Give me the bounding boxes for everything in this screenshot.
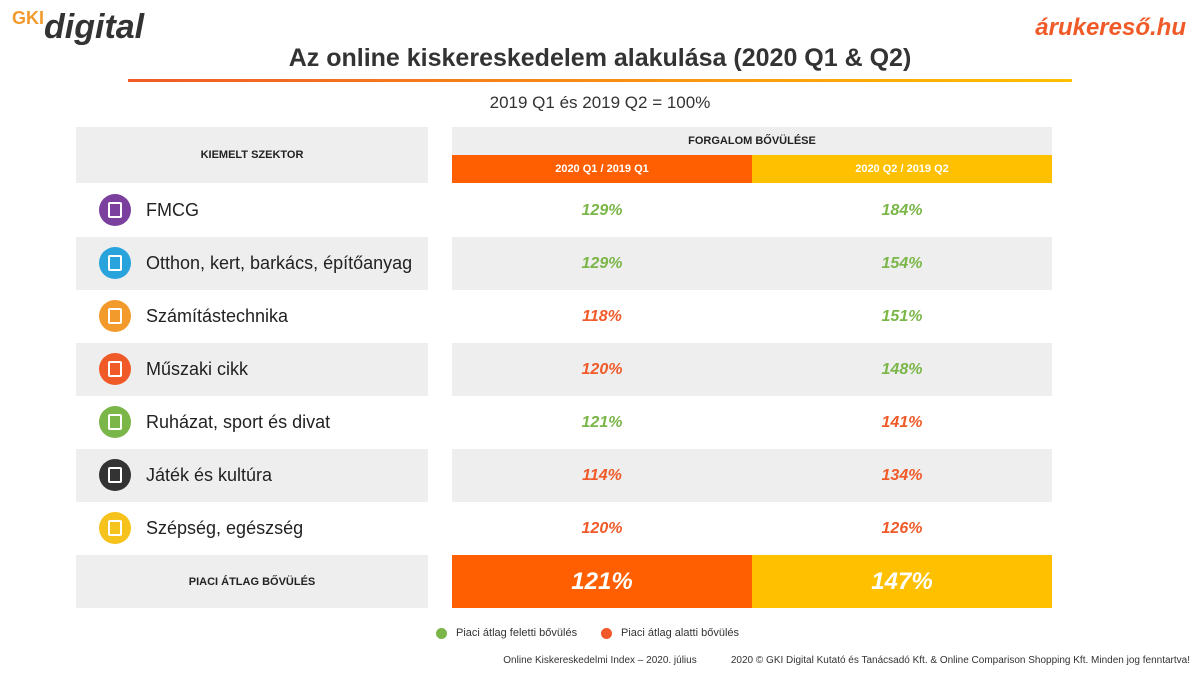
q2-value: 148% — [752, 343, 1052, 396]
q2-value: 141% — [752, 396, 1052, 449]
q1-value: 114% — [452, 449, 752, 502]
sector-name: FMCG — [146, 200, 199, 220]
sector-icon — [99, 353, 131, 385]
legend-label: Piaci átlag feletti bővülés — [456, 627, 578, 639]
logo-prefix: GKI — [12, 8, 45, 28]
sector-name: Szépség, egészség — [146, 518, 304, 538]
row-bg — [76, 343, 428, 396]
row-bg — [76, 502, 428, 555]
sector-icon — [99, 459, 131, 491]
sector-icon — [99, 512, 131, 544]
q1-value: 121% — [452, 396, 752, 449]
sector-name: Számítástechnika — [146, 306, 289, 326]
footer-source: Online Kiskereskedelmi Index – 2020. júl… — [503, 655, 697, 666]
q1-value: 129% — [452, 184, 752, 237]
sector-icon — [99, 300, 131, 332]
sector-name: Játék és kultúra — [146, 465, 273, 485]
title: Az online kiskereskedelem alakulása (202… — [288, 44, 912, 72]
q1-value: 129% — [452, 237, 752, 290]
growth-header: FORGALOM BŐVÜLÉSE — [452, 127, 1052, 155]
q2-header: 2020 Q2 / 2019 Q2 — [752, 155, 1052, 183]
q2-value: 134% — [752, 449, 1052, 502]
title-rule — [128, 79, 1072, 82]
row-bg — [76, 290, 428, 343]
average-q2: 147% — [752, 555, 1052, 608]
logo-left: GKIdigital — [12, 8, 144, 47]
q2-value: 151% — [752, 290, 1052, 343]
row-bg — [76, 396, 428, 449]
subtitle: 2019 Q1 és 2019 Q2 = 100% — [489, 93, 711, 112]
sector-name: Otthon, kert, barkács, építőanyag — [146, 253, 413, 273]
sector-name: Ruházat, sport és divat — [146, 412, 331, 432]
q1-value: 120% — [452, 343, 752, 396]
q1-value: 120% — [452, 502, 752, 555]
q2-value: 126% — [752, 502, 1052, 555]
logo-text: digital — [44, 8, 145, 46]
q1-value: 118% — [452, 290, 752, 343]
footer-copyright: 2020 © GKI Digital Kutató és Tanácsadó K… — [730, 655, 1190, 666]
sector-name: Műszaki cikk — [146, 359, 249, 379]
sector-icon — [99, 406, 131, 438]
row-bg — [76, 449, 428, 502]
row-bg — [76, 237, 428, 290]
logo-right: árukereső.hu — [1035, 14, 1186, 41]
sector-icon — [99, 194, 131, 226]
q2-value: 154% — [752, 237, 1052, 290]
legend-label: Piaci átlag alatti bővülés — [621, 627, 740, 639]
legend-dot — [436, 628, 447, 639]
legend-dot — [601, 628, 612, 639]
q1-header: 2020 Q1 / 2019 Q1 — [452, 155, 752, 183]
row-bg — [76, 184, 428, 237]
average-q1: 121% — [452, 555, 752, 608]
average-label: PIACI ÁTLAG BŐVÜLÉS — [76, 555, 428, 608]
q2-value: 184% — [752, 184, 1052, 237]
sector-icon — [99, 247, 131, 279]
sector-header: KIEMELT SZEKTOR — [76, 127, 428, 183]
